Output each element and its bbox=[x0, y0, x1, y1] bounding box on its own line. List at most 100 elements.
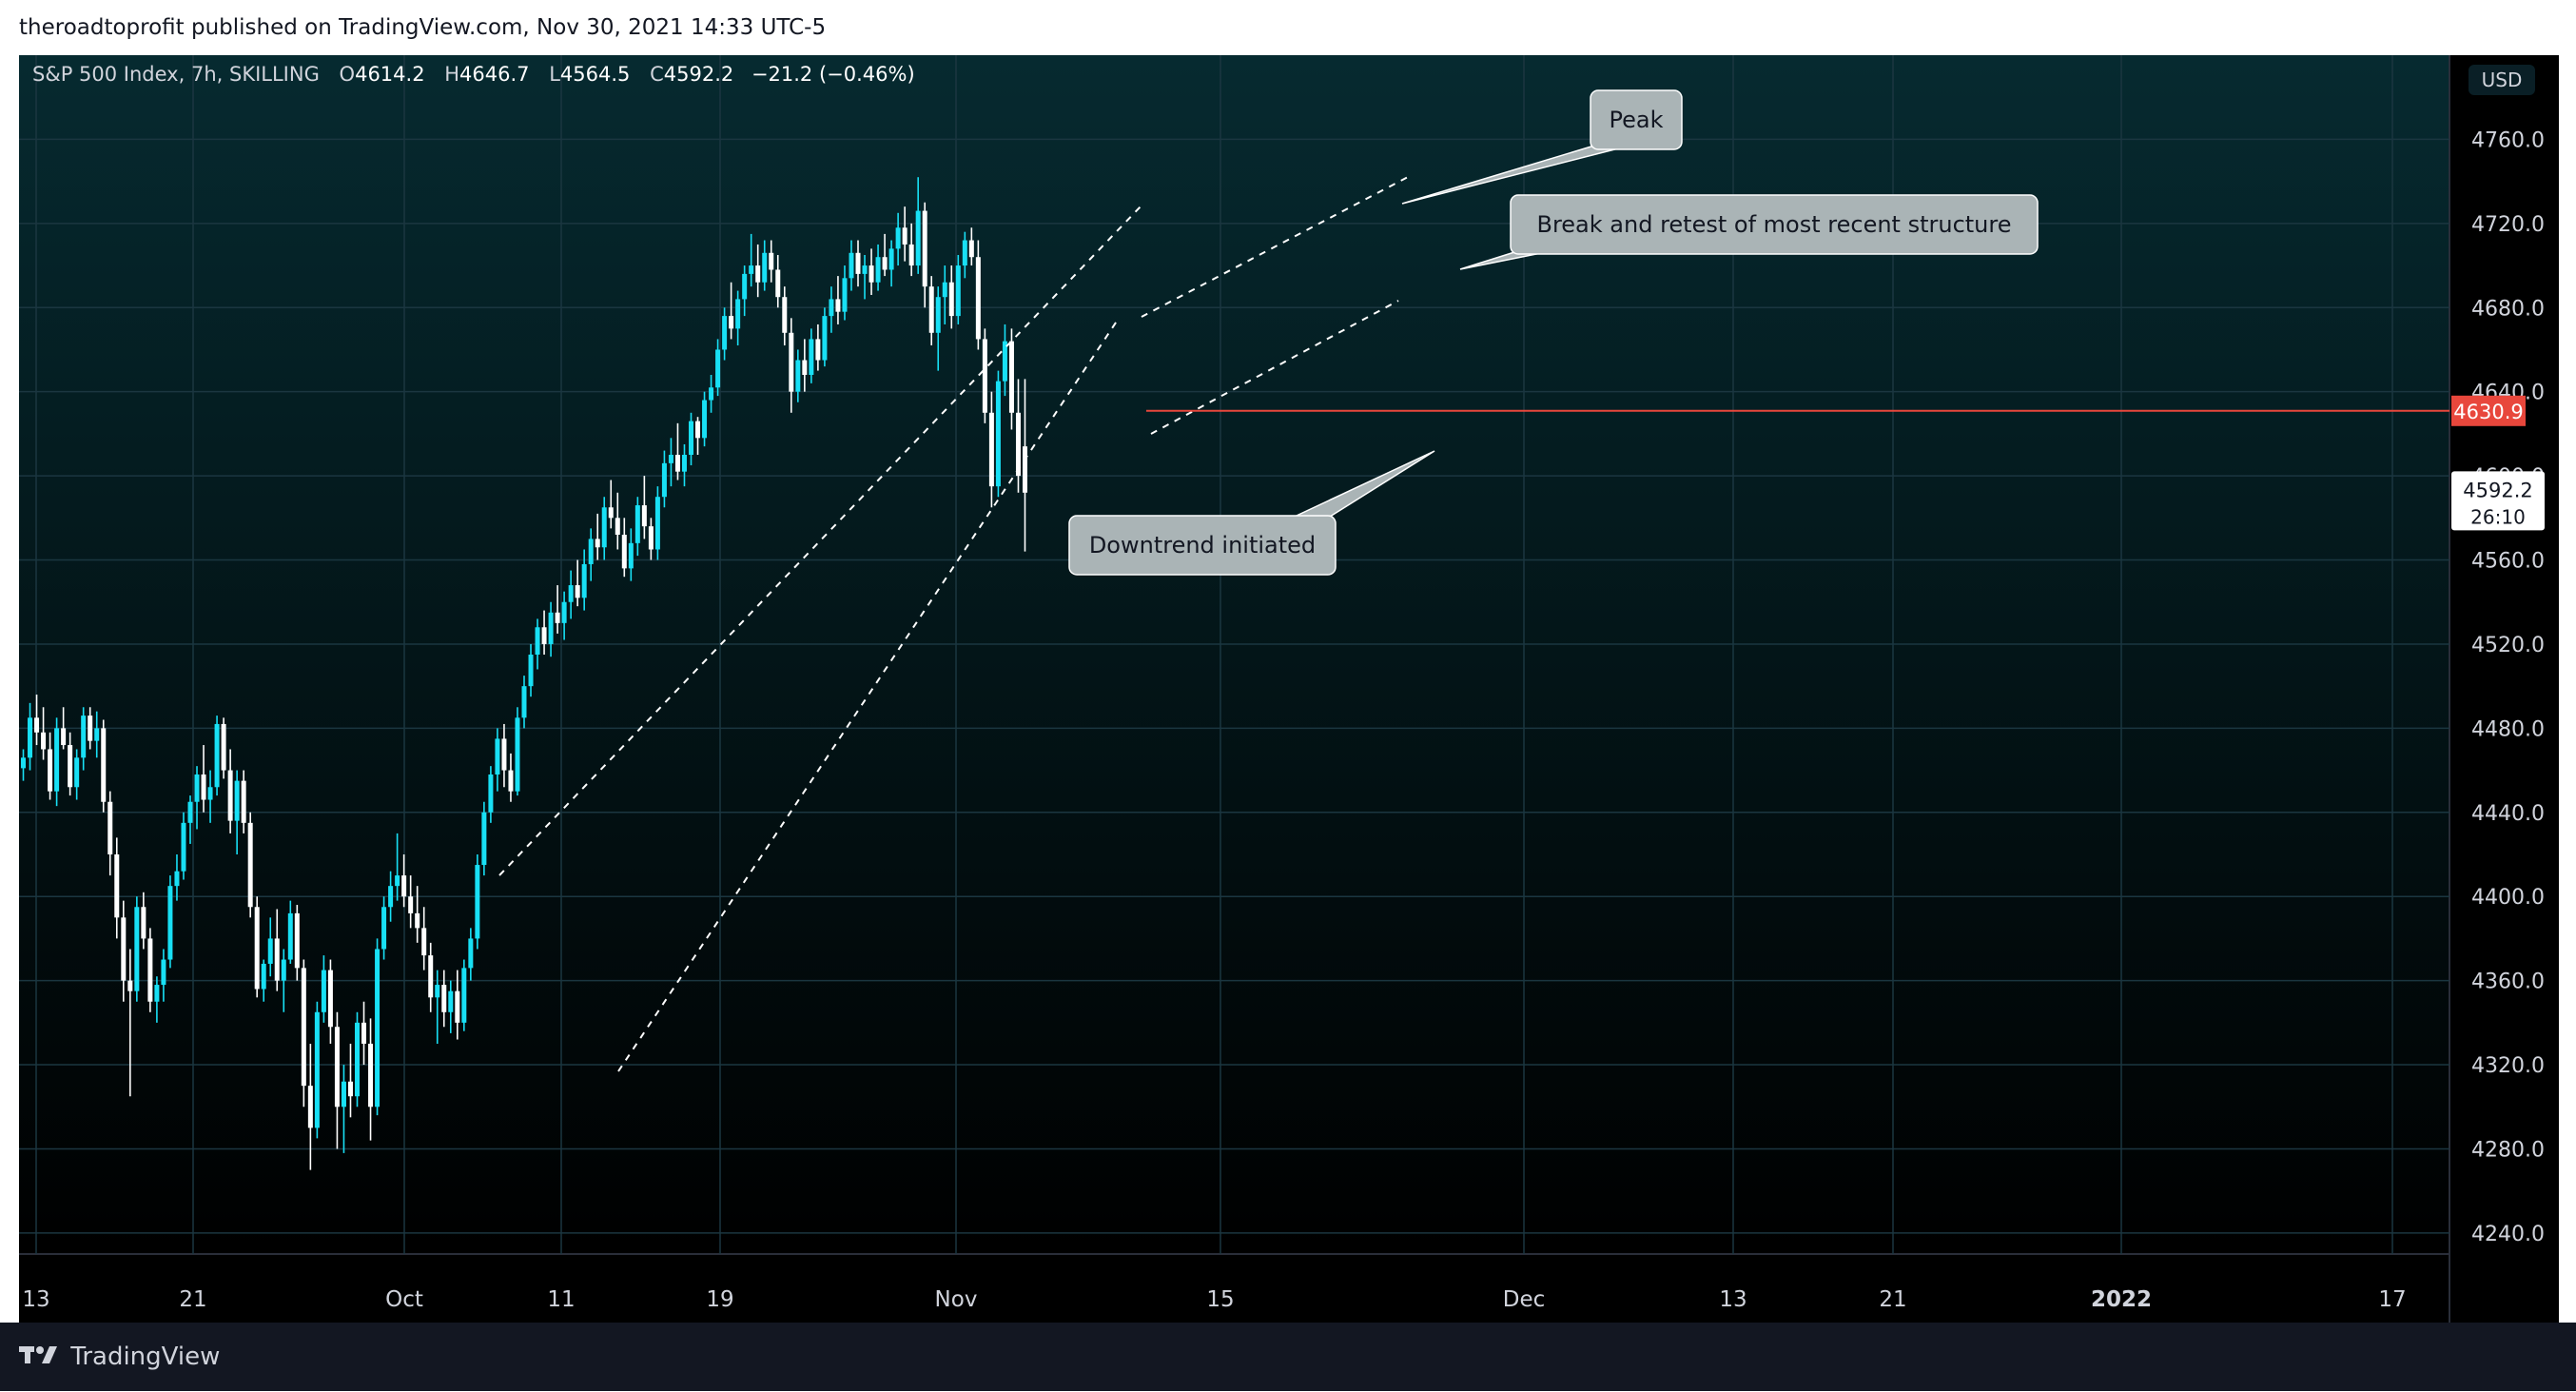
candle-body bbox=[334, 1027, 340, 1108]
candle-body bbox=[341, 1081, 346, 1108]
candle-body bbox=[648, 526, 654, 550]
candle-body bbox=[621, 535, 627, 569]
candle-body bbox=[802, 360, 808, 375]
candle-body bbox=[48, 749, 53, 792]
callout-downtrend-box bbox=[1068, 515, 1337, 576]
candle-body bbox=[935, 297, 941, 333]
candle-body bbox=[134, 907, 140, 991]
x-tick-label: Nov bbox=[935, 1287, 978, 1312]
candle-body bbox=[94, 728, 100, 741]
candle-body bbox=[615, 518, 620, 535]
candle-body bbox=[601, 507, 607, 548]
candle-body bbox=[321, 970, 326, 1012]
candle-body bbox=[674, 455, 680, 472]
y-tick-label: 4680.0 bbox=[2471, 297, 2545, 321]
close-value: 4592.2 bbox=[663, 63, 734, 86]
candle-body bbox=[508, 770, 514, 792]
candle-body bbox=[681, 455, 687, 472]
candle-body bbox=[902, 227, 907, 245]
chart-frame[interactable]: 4240.0 4280.0 4320.0 4360.0 4400.0 4440.0 4480… bbox=[19, 55, 2559, 1323]
candle-body bbox=[415, 912, 420, 929]
currency-button[interactable]: USD bbox=[2469, 65, 2535, 95]
y-tick-label: 4560.0 bbox=[2471, 550, 2545, 574]
candle-body bbox=[595, 539, 600, 548]
candle-body bbox=[181, 822, 186, 872]
candle-body bbox=[441, 985, 447, 1012]
x-tick-label: 19 bbox=[706, 1287, 733, 1312]
candle-body bbox=[207, 787, 213, 800]
candle-body bbox=[855, 252, 861, 274]
candle-body bbox=[481, 812, 487, 866]
candle-body bbox=[849, 252, 854, 279]
candle-body bbox=[822, 316, 828, 361]
candle-body bbox=[495, 738, 500, 774]
candle-body bbox=[254, 907, 260, 990]
close-label: C bbox=[650, 63, 664, 86]
candle-body bbox=[815, 339, 821, 361]
candle-body bbox=[1023, 446, 1027, 493]
candle-body bbox=[294, 912, 300, 969]
candle-body bbox=[28, 717, 33, 758]
x-tick-label: 21 bbox=[1879, 1287, 1906, 1312]
open-label: O bbox=[339, 63, 356, 86]
candle-body bbox=[121, 917, 127, 981]
candle-body bbox=[769, 252, 774, 270]
callout-peak-text: Peak bbox=[1610, 107, 1664, 133]
ohlc-legend: S&P 500 Index, 7h, SKILLING O4614.2 H464… bbox=[32, 63, 915, 86]
candle-body bbox=[515, 717, 520, 792]
last-price-label: 4592.2 bbox=[2463, 479, 2532, 501]
x-tick-label: 13 bbox=[1719, 1287, 1747, 1312]
candle-body bbox=[608, 507, 614, 519]
candle-body bbox=[101, 728, 107, 802]
candle-body bbox=[875, 257, 881, 283]
candle-body bbox=[241, 780, 246, 823]
y-tick-label: 4240.0 bbox=[2471, 1223, 2545, 1246]
candle-body bbox=[221, 723, 226, 771]
candle-body bbox=[361, 1022, 367, 1044]
candle-body bbox=[634, 505, 640, 543]
candle-body bbox=[68, 745, 73, 788]
candle-body bbox=[782, 297, 788, 333]
candle-body bbox=[982, 339, 987, 413]
candle-body bbox=[368, 1043, 374, 1108]
candle-body bbox=[561, 601, 567, 623]
candle-body bbox=[194, 774, 200, 802]
candle-body bbox=[795, 360, 801, 392]
candle-body bbox=[689, 421, 693, 455]
last-price-tag bbox=[2451, 471, 2545, 531]
candle-body bbox=[735, 299, 741, 329]
candle-body bbox=[34, 717, 40, 733]
level-price-tag bbox=[2451, 395, 2526, 426]
candle-body bbox=[461, 968, 467, 1023]
candle-body bbox=[54, 728, 60, 792]
y-tick-label: 4720.0 bbox=[2471, 213, 2545, 237]
y-tick-label: 4440.0 bbox=[2471, 802, 2545, 826]
candle-body bbox=[287, 912, 293, 960]
candle-body bbox=[568, 585, 574, 602]
candle-body bbox=[448, 990, 454, 1012]
footer-bar: TradingView bbox=[0, 1323, 2576, 1391]
y-tick-label: 4360.0 bbox=[2471, 970, 2545, 994]
candle-body bbox=[247, 822, 253, 908]
candle-body bbox=[722, 316, 728, 350]
callout-break-retest-text: Break and retest of most recent structur… bbox=[1536, 211, 2011, 238]
candle-body bbox=[715, 349, 721, 388]
x-tick-label: 21 bbox=[179, 1287, 206, 1312]
x-tick-label: 15 bbox=[1206, 1287, 1234, 1312]
price-chart[interactable]: 4240.0 4280.0 4320.0 4360.0 4400.0 4440.0 4480… bbox=[19, 55, 2559, 1323]
candle-body bbox=[21, 757, 26, 769]
candle-body bbox=[1008, 341, 1014, 413]
candle-body bbox=[488, 774, 494, 813]
candle-body bbox=[535, 627, 540, 655]
x-tick-label: Oct bbox=[385, 1287, 423, 1312]
candle-body bbox=[267, 938, 273, 964]
x-tick-label: 11 bbox=[547, 1287, 575, 1312]
change-value: −21.2 (−0.46%) bbox=[751, 63, 915, 86]
candle-body bbox=[975, 257, 981, 340]
candle-body bbox=[575, 585, 580, 598]
candle-body bbox=[381, 907, 387, 950]
candle-body bbox=[835, 299, 841, 312]
bar-countdown-label: 26:10 bbox=[2470, 505, 2526, 528]
candle-body bbox=[922, 210, 927, 287]
callout-break-retest-box bbox=[1510, 194, 2039, 255]
